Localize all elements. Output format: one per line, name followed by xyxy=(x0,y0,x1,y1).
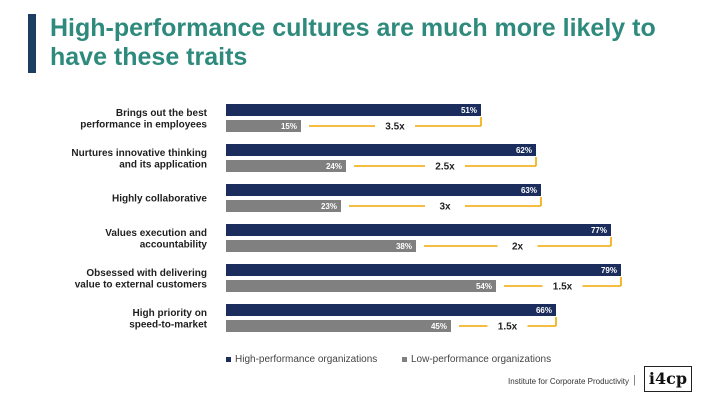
legend-label-high: High-performance organizations xyxy=(235,354,377,365)
category-label-line: Brings out the best xyxy=(116,108,208,119)
high-performance-bar xyxy=(226,104,481,116)
category-label: Obsessed with delivering value to externa… xyxy=(75,268,208,291)
title-accent-bar xyxy=(28,14,36,73)
ratio-label: 1.5x xyxy=(553,282,573,293)
category-label-line: and its application xyxy=(119,159,207,170)
low-performance-bar xyxy=(226,200,341,212)
low-performance-bar-label: 23% xyxy=(321,202,337,211)
category-label-line: accountability xyxy=(140,239,208,250)
ratio-label: 3.5x xyxy=(385,122,405,133)
high-performance-bar-label: 63% xyxy=(521,186,537,195)
category-label-line: performance in employees xyxy=(80,119,207,130)
high-performance-bar-label: 66% xyxy=(536,306,552,315)
category-label-line: Obsessed with delivering xyxy=(86,268,207,279)
category-label-line: value to external customers xyxy=(75,279,208,290)
high-performance-bar xyxy=(226,224,611,236)
high-performance-bar xyxy=(226,144,536,156)
ratio-label: 3x xyxy=(439,202,451,213)
low-performance-bar-label: 45% xyxy=(431,322,447,331)
low-performance-bar-label: 54% xyxy=(476,282,492,291)
low-performance-bar xyxy=(226,280,496,292)
low-performance-bar xyxy=(226,320,451,332)
high-performance-bar-label: 77% xyxy=(591,226,607,235)
category-label-line: Values execution and xyxy=(105,228,207,239)
high-performance-bar xyxy=(226,184,541,196)
category-label-line: Nurtures innovative thinking xyxy=(71,148,207,159)
category-label-line: Highly collaborative xyxy=(112,194,207,205)
footer-source: Institute for Corporate Productivity xyxy=(508,377,629,386)
category-label-line: speed-to-market xyxy=(129,319,207,330)
low-performance-bar-label: 24% xyxy=(326,162,342,171)
category-label: High priority on speed-to-market xyxy=(129,308,207,331)
low-performance-bar xyxy=(226,240,416,252)
ratio-label: 1.5x xyxy=(498,322,518,333)
category-label: Values execution and accountability xyxy=(105,228,207,251)
high-performance-bar xyxy=(226,264,621,276)
ratio-label: 2.5x xyxy=(435,162,455,173)
page-title: High-performance cultures are much more … xyxy=(50,14,656,71)
low-performance-bar xyxy=(226,160,346,172)
high-performance-bar-label: 79% xyxy=(601,266,617,275)
category-label-line: High priority on xyxy=(133,308,207,319)
category-label: Nurtures innovative thinking and its appl… xyxy=(71,148,207,171)
low-performance-bar-label: 38% xyxy=(396,242,412,251)
high-performance-bar xyxy=(226,304,556,316)
legend-swatch-high xyxy=(226,357,231,362)
low-performance-bar xyxy=(226,120,301,132)
category-label: Brings out the best performance in employ… xyxy=(80,108,207,131)
legend-label-low: Low-performance organizations xyxy=(411,354,551,365)
i4cp-logo: i4cp xyxy=(644,366,692,392)
low-performance-bar-label: 15% xyxy=(281,122,297,131)
category-label: Highly collaborative xyxy=(112,194,207,205)
footer-separator: | xyxy=(633,374,636,386)
high-performance-bar-label: 51% xyxy=(461,106,477,115)
legend-swatch-low xyxy=(402,357,407,362)
high-performance-bar-label: 62% xyxy=(516,146,532,155)
ratio-label: 2x xyxy=(512,242,524,253)
